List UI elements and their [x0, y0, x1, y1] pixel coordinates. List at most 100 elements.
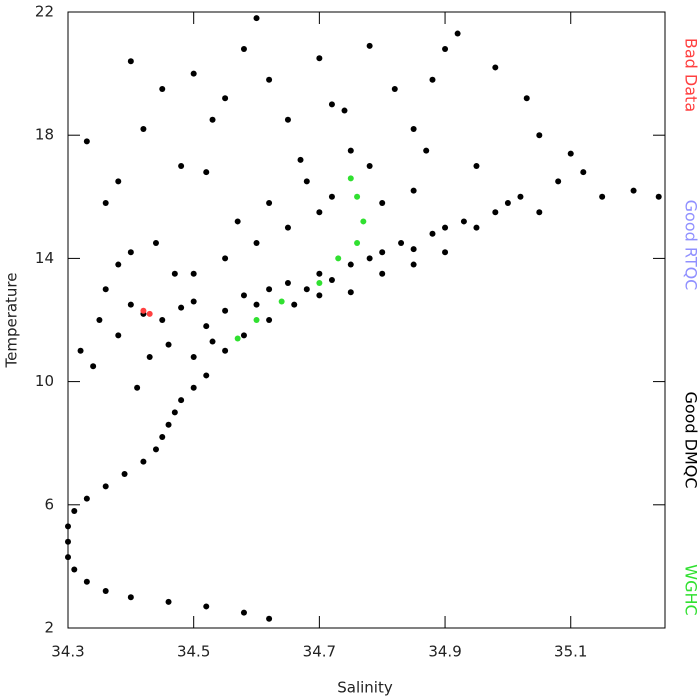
point: [328, 193, 335, 200]
point: [83, 495, 90, 502]
point: [266, 317, 273, 323]
point: [266, 615, 273, 622]
point: [234, 335, 241, 342]
legend-label: Bad Data: [682, 38, 700, 112]
point: [410, 187, 417, 194]
point: [127, 58, 134, 65]
point: [222, 255, 229, 262]
point: [284, 280, 291, 287]
point: [379, 270, 386, 277]
point: [77, 347, 84, 354]
y-tick-label: 18: [35, 126, 54, 144]
point: [190, 270, 197, 277]
point: [291, 301, 298, 308]
point: [316, 55, 323, 62]
point: [203, 603, 210, 610]
point: [134, 384, 141, 391]
point: [240, 292, 247, 299]
point: [316, 270, 323, 277]
point: [115, 178, 122, 185]
y-tick-label: 10: [35, 372, 54, 390]
point: [429, 230, 436, 237]
point: [159, 86, 166, 92]
point: [366, 163, 373, 169]
point: [127, 594, 134, 601]
x-axis-label: Salinity: [337, 679, 393, 697]
point: [655, 193, 662, 200]
point: [410, 126, 417, 133]
point: [360, 218, 367, 225]
point: [354, 193, 361, 200]
point: [127, 249, 134, 256]
point: [253, 301, 260, 308]
point: [240, 609, 247, 616]
x-tick-label: 34.3: [51, 643, 84, 661]
x-tick-label: 34.7: [303, 643, 336, 661]
point: [203, 323, 210, 330]
point: [203, 372, 210, 379]
point: [222, 307, 229, 314]
point: [83, 578, 90, 585]
point: [523, 95, 530, 102]
point: [190, 70, 197, 77]
point: [567, 150, 574, 157]
point: [171, 409, 178, 416]
point: [152, 240, 159, 246]
point: [316, 280, 323, 287]
point: [410, 261, 417, 268]
point: [517, 193, 524, 200]
point: [284, 224, 291, 231]
point: [366, 42, 373, 49]
point: [536, 209, 543, 216]
point: [222, 95, 229, 102]
legend-label: Good DMQC: [682, 391, 700, 488]
point: [429, 76, 436, 83]
point: [335, 255, 342, 262]
point: [354, 240, 361, 246]
point: [492, 209, 499, 216]
point: [253, 15, 260, 22]
x-tick-label: 34.9: [428, 643, 461, 661]
point: [178, 163, 185, 169]
point: [127, 301, 134, 308]
x-tick-label: 34.5: [177, 643, 210, 661]
point: [190, 353, 197, 360]
point: [209, 116, 216, 123]
point: [140, 458, 147, 465]
point: [454, 30, 461, 37]
point: [442, 45, 449, 52]
point: [266, 286, 273, 293]
point: [102, 286, 109, 293]
point: [366, 255, 373, 262]
y-axis-label: Temperature: [3, 272, 21, 368]
point: [328, 276, 335, 283]
point: [222, 347, 229, 354]
point: [96, 317, 103, 323]
point: [423, 147, 430, 154]
point: [102, 483, 109, 490]
point: [347, 289, 354, 296]
point: [266, 199, 273, 206]
y-tick-label: 14: [35, 249, 54, 267]
point: [146, 310, 153, 317]
point: [316, 292, 323, 299]
point: [347, 147, 354, 154]
point: [240, 45, 247, 52]
legend-label: Good RTQC: [682, 200, 700, 291]
point: [460, 218, 467, 225]
y-tick-label: 22: [35, 3, 54, 21]
point: [410, 246, 417, 253]
point: [379, 199, 386, 206]
point: [178, 304, 185, 311]
point: [178, 397, 185, 404]
point: [146, 353, 153, 360]
point: [203, 169, 210, 176]
point: [165, 421, 172, 428]
point: [65, 554, 71, 561]
x-tick-label: 35.1: [554, 643, 587, 661]
point: [328, 101, 335, 108]
point: [234, 218, 241, 225]
point: [341, 107, 348, 114]
point: [253, 317, 260, 323]
